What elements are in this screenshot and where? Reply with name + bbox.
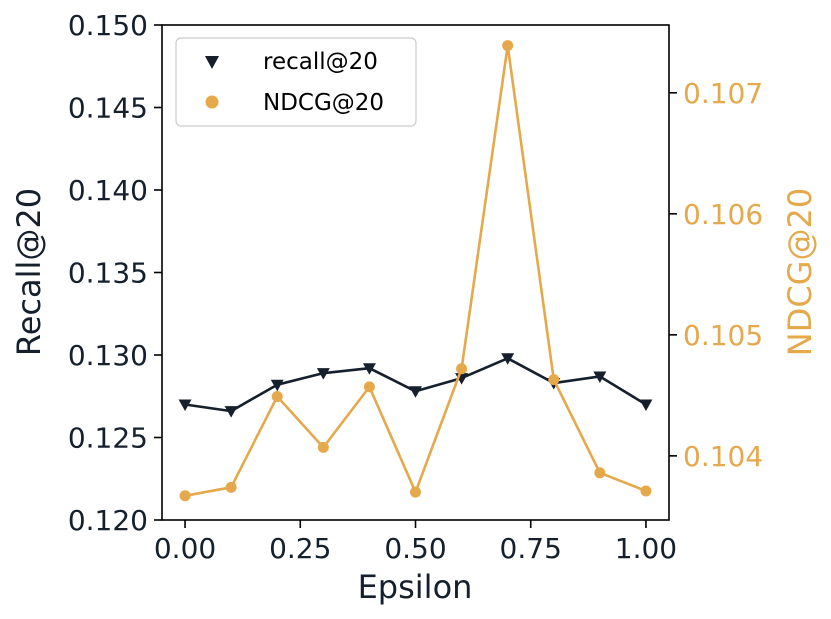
x-tick-label: 0.75 bbox=[500, 532, 562, 565]
y-tick-label: 0.145 bbox=[68, 92, 148, 125]
data-point-ndcg bbox=[594, 467, 606, 479]
y2-tick-label: 0.106 bbox=[683, 198, 763, 231]
x-tick-label: 0.00 bbox=[154, 532, 216, 565]
x-tick-label: 1.00 bbox=[615, 532, 677, 565]
data-point-ndcg bbox=[179, 490, 191, 502]
data-point-recall bbox=[270, 379, 284, 392]
y-tick-label: 0.150 bbox=[68, 9, 148, 42]
y-tick-label: 0.130 bbox=[68, 339, 148, 372]
x-tick-label: 0.50 bbox=[384, 532, 446, 565]
data-point-ndcg bbox=[456, 363, 468, 375]
y-tick-label: 0.135 bbox=[68, 257, 148, 290]
data-point-ndcg bbox=[271, 391, 283, 403]
y2-tick-label: 0.105 bbox=[683, 319, 763, 352]
data-point-ndcg bbox=[548, 374, 560, 386]
y2-tick-label: 0.104 bbox=[683, 440, 763, 473]
data-point-recall bbox=[409, 386, 422, 398]
data-point-recall bbox=[316, 368, 330, 380]
data-point-recall bbox=[224, 406, 238, 418]
legend-label-ndcg: NDCG@20 bbox=[263, 90, 384, 116]
legend: recall@20 NDCG@20 bbox=[175, 37, 417, 127]
y2-tick-label: 0.107 bbox=[683, 77, 763, 110]
left-axis-title: Recall@20 bbox=[10, 188, 48, 356]
data-point-ndcg bbox=[410, 486, 421, 498]
plot-frame bbox=[161, 24, 670, 521]
data-point-ndcg bbox=[363, 381, 375, 393]
data-point-ndcg bbox=[317, 441, 329, 453]
data-point-recall bbox=[501, 353, 515, 365]
data-point-ndcg bbox=[225, 481, 237, 493]
data-point-ndcg bbox=[502, 40, 514, 52]
data-point-ndcg bbox=[640, 485, 652, 497]
right-axis-title: NDCG@20 bbox=[781, 188, 819, 356]
legend-marker-ndcg bbox=[205, 95, 219, 109]
y-tick-label: 0.125 bbox=[68, 422, 148, 455]
x-tick-label: 0.25 bbox=[269, 532, 331, 565]
legend-box bbox=[175, 37, 417, 127]
data-point-recall bbox=[639, 399, 653, 411]
data-point-recall bbox=[593, 371, 607, 383]
data-point-recall bbox=[362, 363, 376, 375]
y-tick-label: 0.120 bbox=[68, 504, 148, 537]
x-axis-title: Epsilon bbox=[358, 568, 473, 606]
legend-label-recall: recall@20 bbox=[263, 49, 378, 75]
legend-marker-recall bbox=[205, 56, 219, 69]
data-point-recall bbox=[178, 399, 192, 411]
y-tick-label: 0.140 bbox=[68, 174, 148, 207]
